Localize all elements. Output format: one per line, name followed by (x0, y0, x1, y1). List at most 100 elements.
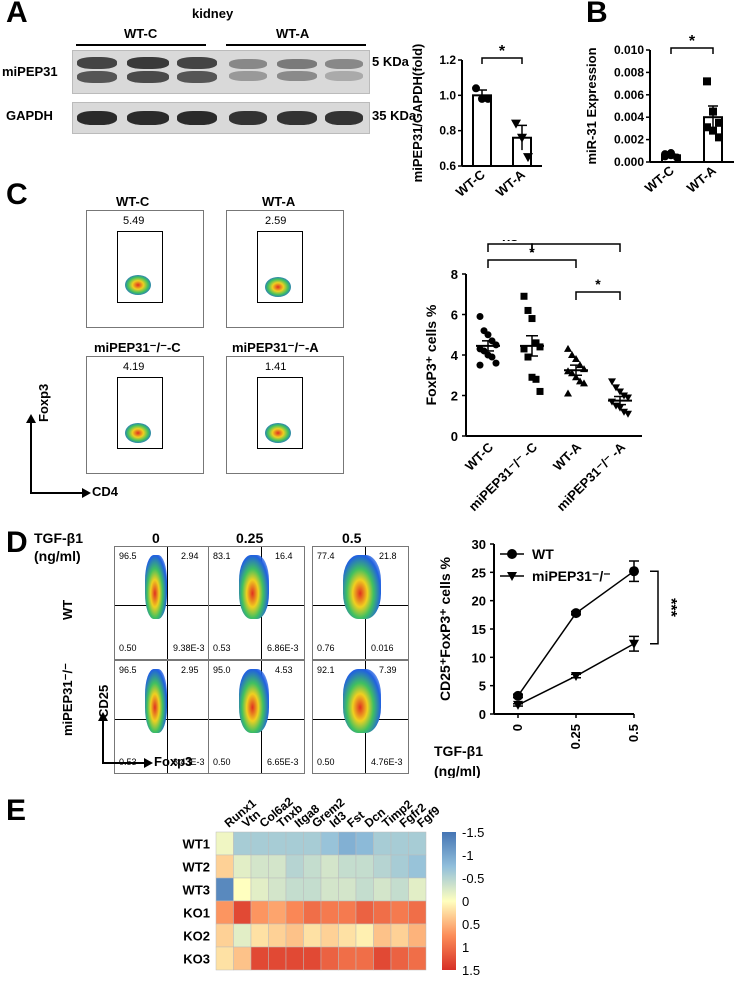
data-point (620, 408, 628, 416)
data-point (517, 133, 527, 143)
heatmap-cell (338, 854, 357, 879)
y-axis-label: miPEP31/GAPDH(fold) (410, 44, 425, 183)
cell-population (343, 555, 381, 619)
cell-population (239, 555, 269, 619)
heatmap-cell (320, 854, 339, 879)
heatmap-cell (215, 923, 234, 948)
blot-row1-label: miPEP31 (2, 64, 58, 79)
quadrant-value: 4.53 (275, 665, 293, 675)
gate-percent: 4.19 (123, 361, 145, 373)
heatmap-cell (355, 946, 374, 971)
flow-x-arrowhead (82, 488, 91, 498)
legend-label: miPEP31⁻/⁻ (532, 568, 611, 584)
heatmap-cell (320, 900, 339, 925)
tissue-label: kidney (192, 6, 234, 21)
group-c-line (76, 44, 206, 46)
heatmap-cell (303, 900, 322, 925)
data-point (612, 384, 620, 392)
data-point (564, 389, 572, 397)
significance-label: ** (571, 240, 582, 244)
color-scale-label: 1.5 (462, 963, 480, 978)
data-point (513, 700, 523, 710)
blot-band (325, 59, 363, 69)
flow-title: WT-A (262, 194, 296, 209)
dose-label: 0.25 (236, 530, 264, 546)
data-point (709, 126, 717, 135)
data-point (703, 77, 711, 86)
cell-population (145, 555, 167, 619)
y-tick-label: 0.000 (614, 155, 644, 169)
heatmap-cell (390, 877, 409, 902)
quad-y-arrowhead (98, 712, 108, 721)
flow-y-arrowhead (26, 414, 36, 423)
color-scale-label: 0.5 (462, 917, 480, 932)
heatmap-cell (408, 831, 427, 856)
heatmap-cell (250, 900, 269, 925)
x-axis-unit: (ng/ml) (434, 763, 481, 778)
flow-plot: 1.41 (226, 356, 344, 474)
flow-y-arrow (30, 422, 32, 492)
quadrant-value: 16.4 (275, 551, 293, 561)
data-point (624, 410, 632, 418)
data-point (564, 344, 572, 352)
significance-label: * (595, 276, 601, 292)
quadrant-v-line (167, 547, 168, 659)
gate-box (257, 231, 303, 303)
gate-box (117, 377, 163, 449)
data-point (661, 150, 669, 159)
quadrant-value: 6.86E-3 (267, 643, 299, 653)
blot-band (127, 71, 169, 83)
blot-band (177, 57, 217, 69)
blot-band (277, 71, 317, 81)
gate-percent: 5.49 (123, 215, 145, 227)
flow-plot: 4.19 (86, 356, 204, 474)
quadrant-value: 0.76 (317, 643, 335, 653)
heatmap-cell (320, 946, 339, 971)
y-tick-label: 0.002 (614, 133, 644, 147)
group-a-label: WT-A (276, 26, 310, 41)
heatmap-cell (303, 854, 322, 879)
data-point (520, 345, 528, 353)
heatmap-cell (408, 854, 427, 879)
significance-bracket (531, 243, 621, 252)
heatmap-cell (373, 831, 392, 856)
heatmap-cell (355, 854, 374, 879)
y-tick-label: 30 (472, 537, 486, 552)
heatmap-cell (408, 923, 427, 948)
heatmap-cell (233, 946, 252, 971)
heatmap-cell (303, 831, 322, 856)
data-point (703, 123, 711, 132)
data-point (492, 359, 500, 367)
heatmap-cell (250, 946, 269, 971)
blot-band (177, 71, 217, 83)
y-axis-label: FoxP3⁺ cells % (423, 304, 439, 405)
heatmap-cell (373, 877, 392, 902)
blot-row2-size: 35 KDa (372, 108, 417, 123)
data-point (520, 292, 528, 300)
quadrant-plot: 96.5 2.94 0.50 9.38E-3 (114, 546, 211, 660)
heatmap-cell (285, 831, 304, 856)
heatmap-cell (355, 877, 374, 902)
blot-band (77, 71, 117, 83)
quadrant-v-line (167, 661, 168, 773)
heatmap-row-label: KO2 (183, 929, 210, 944)
blot-band (277, 59, 317, 69)
heatmap-cell (390, 923, 409, 948)
data-point (484, 331, 492, 339)
cell-population (265, 423, 291, 443)
heatmap-cell (355, 923, 374, 948)
quadrant-value: 77.4 (317, 551, 335, 561)
row-ko-label: miPEP31⁻/⁻ (60, 663, 75, 736)
data-point (492, 341, 500, 349)
heatmap-cell (215, 877, 234, 902)
heatmap-row-label: WT1 (183, 837, 210, 852)
treatment-label: TGF-β1 (34, 530, 83, 546)
quadrant-value: 96.5 (119, 551, 137, 561)
heatmap-cell (215, 854, 234, 879)
heatmap-cell (408, 946, 427, 971)
heatmap-cell (250, 923, 269, 948)
heatmap-cell (390, 831, 409, 856)
data-point (629, 566, 639, 577)
cell-population (239, 669, 269, 733)
heatmap-cell (303, 877, 322, 902)
